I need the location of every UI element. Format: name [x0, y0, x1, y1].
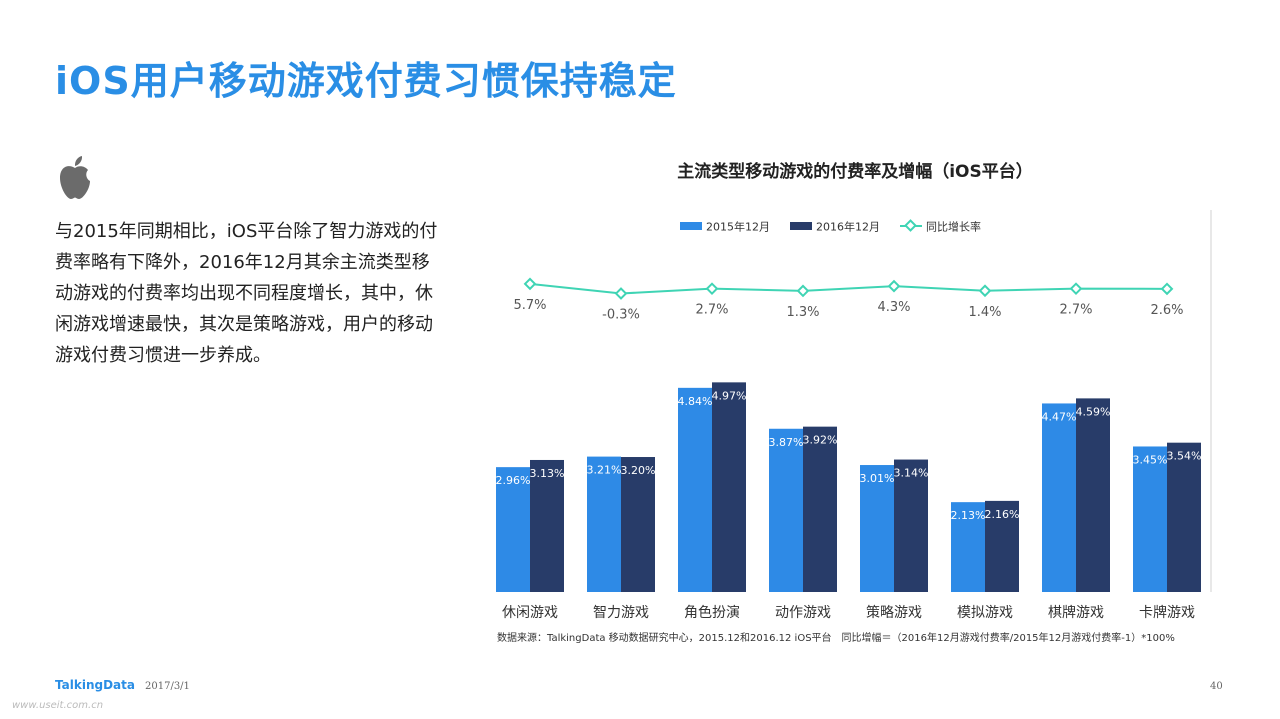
legend-label-1: 2016年12月	[816, 220, 880, 234]
page-number: 40	[1210, 681, 1223, 692]
growth-point-3	[796, 284, 810, 298]
growth-point-0	[523, 277, 537, 291]
bar-1-6	[1076, 398, 1110, 592]
bar-label-0-5: 2.13%	[951, 509, 986, 522]
growth-label-7: 2.6%	[1150, 303, 1183, 318]
bar-label-0-1: 3.21%	[587, 464, 622, 477]
growth-label-4: 4.3%	[877, 300, 910, 315]
bar-1-4	[894, 459, 928, 592]
bar-label-0-7: 3.45%	[1133, 453, 1168, 466]
growth-point-6	[1069, 282, 1083, 296]
growth-label-1: -0.3%	[602, 307, 640, 322]
data-source-note: 数据来源：TalkingData 移动数据研究中心，2015.12和2016.1…	[497, 633, 1175, 644]
bar-label-1-5: 2.16%	[985, 508, 1020, 521]
category-label-1: 智力游戏	[593, 605, 649, 621]
bar-0-3	[769, 428, 803, 592]
category-label-4: 策略游戏	[866, 604, 922, 621]
bar-1-3	[803, 426, 837, 592]
watermark: www.useit.com.cn	[12, 700, 104, 711]
legend-line-marker	[904, 219, 917, 232]
bar-label-1-0: 3.13%	[530, 467, 565, 480]
growth-label-3: 1.3%	[786, 305, 819, 320]
legend-swatch-0	[680, 222, 702, 230]
growth-label-0: 5.7%	[513, 298, 546, 313]
category-label-0: 休闲游戏	[502, 605, 558, 621]
apple-icon	[57, 154, 93, 204]
bar-1-2	[712, 382, 746, 592]
bar-label-1-6: 4.59%	[1076, 405, 1111, 418]
bar-0-5	[951, 502, 985, 592]
bar-chart: 2015年12月 2016年12月 同比增长率 5.7% -0.3% 2.7% 1.3% 4…	[496, 210, 1212, 621]
bar-0-4	[860, 465, 894, 592]
brand-logo: TalkingData	[55, 678, 135, 692]
growth-point-4	[887, 279, 901, 293]
legend-label-line: 同比增长率	[926, 220, 981, 234]
bar-0-0	[496, 467, 530, 592]
bar-label-0-6: 4.47%	[1042, 410, 1077, 423]
bar-label-1-3: 3.92%	[803, 434, 838, 447]
bar-layer: 2.96%3.13% 3.21% 3.20% 4.84% 4.97% 3.87% 3.92%…	[496, 382, 1202, 592]
legend-swatch-1	[790, 222, 812, 230]
bar-label-0-2: 4.84%	[678, 395, 713, 408]
bar-1-0	[530, 459, 564, 592]
growth-point-1	[614, 287, 628, 300]
bar-label-0-3: 3.87%	[769, 436, 804, 449]
growth-label-6: 2.7%	[1059, 303, 1092, 318]
category-label-6: 棋牌游戏	[1048, 604, 1104, 621]
growth-point-7	[1160, 282, 1174, 296]
bar-label-1-2: 4.97%	[712, 389, 747, 402]
chart-title: 主流类型移动游戏的付费率及增幅（iOS平台）	[677, 162, 1033, 182]
chart-legend: 2015年12月 2016年12月 同比增长率	[680, 219, 981, 234]
bar-label-0-4: 3.01%	[860, 472, 895, 485]
category-label-2: 角色扮演	[684, 604, 740, 621]
growth-point-5	[978, 284, 992, 298]
growth-label-2: 2.7%	[695, 303, 728, 318]
legend-label-0: 2015年12月	[706, 220, 770, 234]
category-label-3: 动作游戏	[775, 605, 831, 621]
category-label-5: 模拟游戏	[957, 605, 1013, 621]
bar-label-0-0: 2.96%	[496, 474, 531, 487]
bar-0-7	[1133, 446, 1167, 592]
growth-point-2	[705, 282, 719, 296]
summary-text: 与2015年同期相比，iOS平台除了智力游戏的付费率略有下降外，2016年12月…	[55, 221, 438, 366]
growth-label-5: 1.4%	[968, 305, 1001, 320]
growth-line	[529, 282, 1168, 295]
page-title: iOS用户移动游戏付费习惯保持稳定	[55, 59, 677, 103]
bar-1-5	[985, 500, 1019, 592]
growth-line-layer: 5.7% -0.3% 2.7% 1.3% 4.3% 1.4% 2.7% 2.6%	[513, 277, 1184, 322]
bar-label-1-1: 3.20%	[621, 464, 656, 477]
bar-1-1	[621, 457, 655, 592]
bar-1-7	[1167, 442, 1201, 592]
report-date: 2017/3/1	[145, 681, 190, 692]
bar-0-2	[678, 387, 712, 592]
bar-label-1-4: 3.14%	[894, 467, 929, 480]
bar-label-1-7: 3.54%	[1167, 450, 1202, 463]
bar-0-6	[1042, 403, 1076, 592]
bar-0-1	[587, 456, 621, 592]
category-label-7: 卡牌游戏	[1139, 604, 1195, 621]
axis-layer: 休闲游戏 智力游戏 角色扮演 动作游戏 策略游戏 模拟游戏 棋牌游戏 卡牌游戏	[502, 210, 1212, 621]
